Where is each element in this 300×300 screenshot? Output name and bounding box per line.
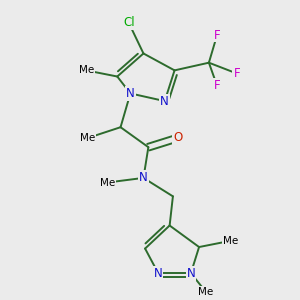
Text: O: O: [173, 131, 182, 145]
Text: F: F: [214, 79, 220, 92]
Text: F: F: [214, 28, 220, 41]
Text: Cl: Cl: [123, 16, 134, 29]
Text: Me: Me: [100, 178, 115, 188]
Text: Me: Me: [198, 286, 213, 297]
Text: N: N: [139, 171, 148, 184]
Text: F: F: [233, 67, 240, 80]
Text: N: N: [154, 267, 163, 280]
Text: Me: Me: [79, 65, 94, 75]
Text: Me: Me: [80, 133, 95, 143]
Text: N: N: [160, 94, 169, 108]
Text: N: N: [187, 267, 195, 280]
Text: N: N: [126, 87, 135, 100]
Text: Me: Me: [223, 236, 238, 246]
